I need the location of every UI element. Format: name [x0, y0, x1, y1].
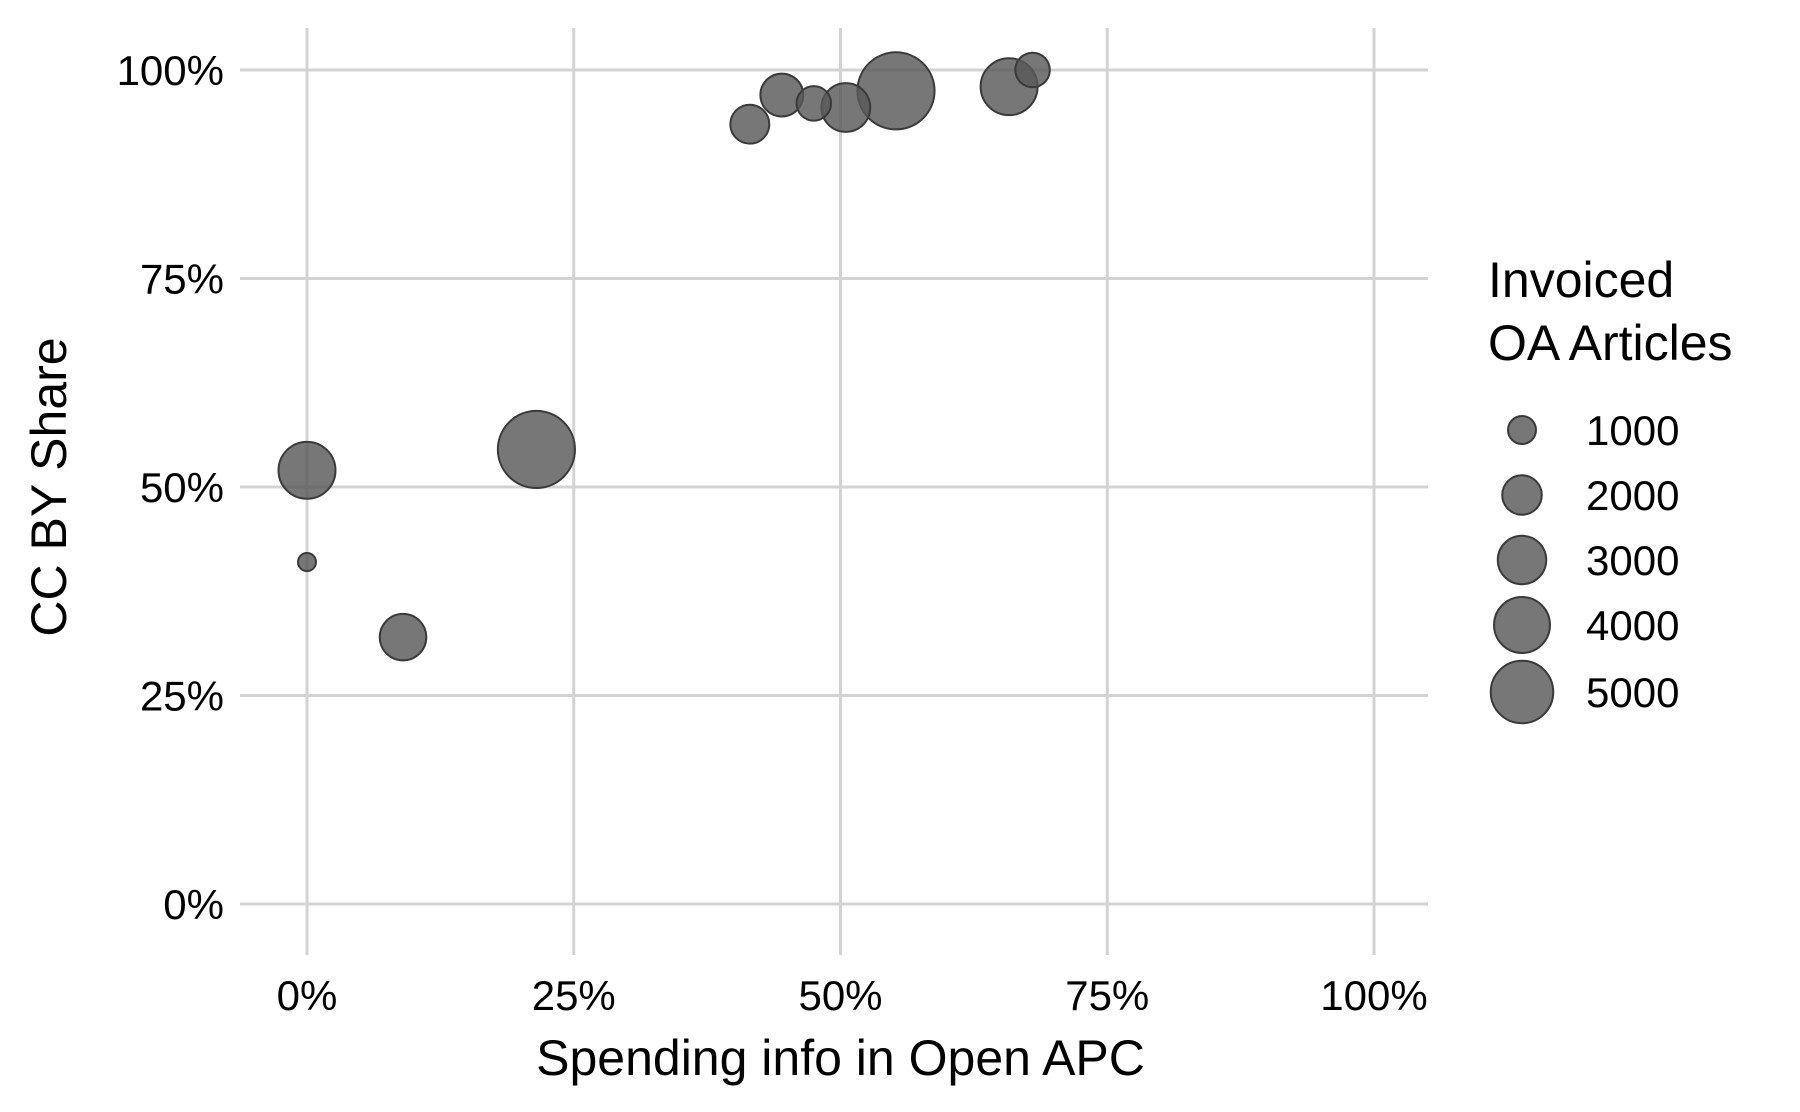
legend-key-circle — [1501, 474, 1543, 516]
data-point — [795, 85, 833, 122]
y-tick-label: 100% — [117, 47, 224, 94]
y-tick-label: 75% — [140, 256, 224, 303]
data-point — [1014, 51, 1051, 89]
legend-key-label: 1000 — [1586, 407, 1679, 454]
x-axis-title: Spending info in Open APC — [536, 1030, 1145, 1086]
legend-key-label: 3000 — [1586, 537, 1679, 584]
legend-title-line-1: Invoiced — [1488, 252, 1674, 308]
x-tick-label: 25% — [532, 972, 616, 1019]
data-points — [277, 51, 1051, 662]
x-tick-label: 0% — [277, 972, 338, 1019]
legend-title-line-2: OA Articles — [1488, 315, 1733, 371]
y-tick-label: 50% — [140, 464, 224, 511]
legend-key-label: 2000 — [1586, 472, 1679, 519]
legend-key-label: 4000 — [1586, 602, 1679, 649]
y-tick-labels: 0% 25% 50% 75% 100% — [117, 47, 224, 928]
data-point — [729, 103, 771, 145]
x-tick-label: 100% — [1320, 972, 1427, 1019]
legend-key-circle — [1496, 534, 1548, 586]
data-point — [759, 72, 805, 118]
size-legend: Invoiced OA Articles 1000 2000 3000 4000 500… — [1488, 252, 1733, 725]
y-tick-label: 25% — [140, 673, 224, 720]
y-axis-title: CC BY Share — [21, 337, 77, 636]
data-point — [296, 552, 318, 573]
legend-key-label: 5000 — [1586, 669, 1679, 716]
legend-items: 1000 2000 3000 4000 5000 — [1489, 407, 1679, 725]
legend-key-circle — [1507, 415, 1537, 445]
legend-key-circle — [1489, 659, 1555, 725]
x-tick-labels: 0% 25% 50% 75% 100% — [277, 972, 1428, 1019]
x-tick-label: 50% — [798, 972, 882, 1019]
y-tick-label: 0% — [163, 881, 224, 928]
grid-lines — [240, 28, 1428, 955]
x-tick-label: 75% — [1065, 972, 1149, 1019]
data-point — [378, 612, 428, 662]
data-point — [277, 440, 337, 500]
legend-key-circle — [1493, 596, 1551, 654]
data-point — [496, 409, 576, 490]
